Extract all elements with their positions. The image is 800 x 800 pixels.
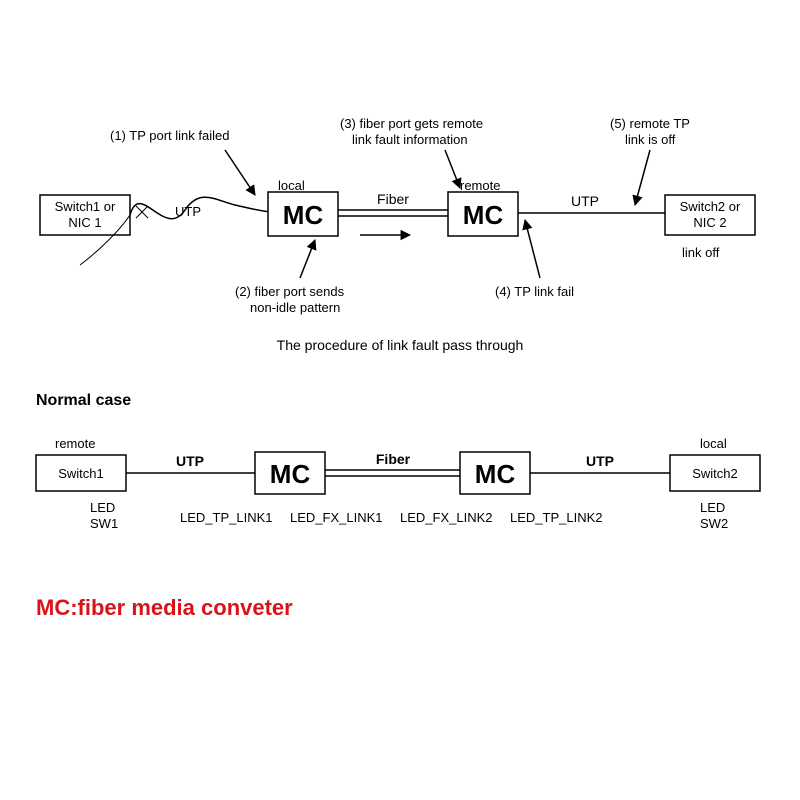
footer-legend: MC:fiber media conveter — [36, 595, 293, 620]
d2-switch1-above: remote — [55, 436, 95, 451]
mc-remote-above: remote — [460, 178, 500, 193]
d2-switch2-below2: SW2 — [700, 516, 728, 531]
utp2-label: UTP — [571, 193, 599, 209]
d2-mc1-text: MC — [270, 459, 311, 489]
mc-local-text: MC — [283, 200, 324, 230]
d2-led2: LED_FX_LINK1 — [290, 510, 383, 525]
d2-led4: LED_TP_LINK2 — [510, 510, 603, 525]
switch1-l2: NIC 1 — [68, 215, 101, 230]
annot-2-l1: (2) fiber port sends — [235, 284, 345, 299]
d2-led1: LED_TP_LINK1 — [180, 510, 273, 525]
d2-utp2-label: UTP — [586, 453, 614, 469]
normal-case-title: Normal case — [36, 392, 131, 409]
annot-2-l2: non-idle pattern — [250, 300, 340, 315]
annot1-arrow — [225, 150, 255, 195]
annot3-arrow — [445, 150, 460, 188]
annot2-arrow — [300, 240, 315, 278]
diagram-normal-case: Normal case remote Switch1 LED SW1 UTP M… — [36, 392, 760, 531]
annot-5-l2: link is off — [625, 132, 676, 147]
d2-switch2-above: local — [700, 436, 727, 451]
switch2-l1: Switch2 or — [680, 199, 741, 214]
diagram-link-fault: (1) TP port link failed (3) fiber port g… — [40, 116, 755, 353]
d2-switch1-below2: SW1 — [90, 516, 118, 531]
annot-3-l2: link fault information — [352, 132, 468, 147]
utp1-label: UTP — [175, 204, 201, 219]
annot5-arrow — [635, 150, 650, 205]
annot-3-l1: (3) fiber port gets remote — [340, 116, 483, 131]
d2-switch2-text: Switch2 — [692, 466, 738, 481]
d2-switch2-below1: LED — [700, 500, 725, 515]
mc-remote-text: MC — [463, 200, 504, 230]
d2-fiber-label: Fiber — [376, 451, 411, 467]
fiber-label: Fiber — [377, 191, 409, 207]
d2-utp1-label: UTP — [176, 453, 204, 469]
switch1-l1: Switch1 or — [55, 199, 116, 214]
annot-1: (1) TP port link failed — [110, 128, 229, 143]
annot-5-l1: (5) remote TP — [610, 116, 690, 131]
d2-switch1-text: Switch1 — [58, 466, 104, 481]
d2-mc2-text: MC — [475, 459, 516, 489]
diagram-canvas: (1) TP port link failed (3) fiber port g… — [0, 0, 800, 800]
switch2-l2: NIC 2 — [693, 215, 726, 230]
annot-4: (4) TP link fail — [495, 284, 574, 299]
annot4-arrow — [525, 220, 540, 278]
diagram1-caption: The procedure of link fault pass through — [277, 337, 524, 353]
x-mark — [136, 206, 148, 218]
d2-switch1-below1: LED — [90, 500, 115, 515]
mc-local-above: local — [278, 178, 305, 193]
d2-led3: LED_FX_LINK2 — [400, 510, 493, 525]
switch2-below: link off — [682, 245, 720, 260]
